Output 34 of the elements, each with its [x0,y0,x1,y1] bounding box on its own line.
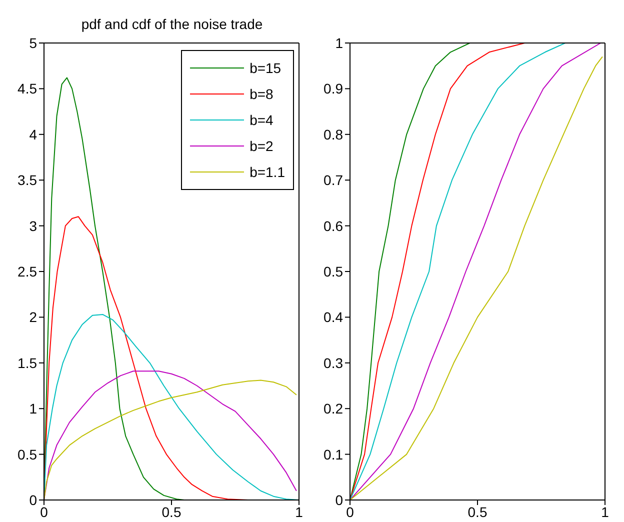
legend-label: b=15 [250,60,282,76]
y-tick-label: 5 [29,34,38,51]
y-tick-label: 3.5 [18,172,38,188]
y-tick-label: 1 [335,34,344,51]
y-tick-label: 0.6 [324,218,344,234]
legend-label: b=8 [250,86,274,102]
x-tick-label: 0.5 [162,504,182,520]
legend-label: b=2 [250,138,274,154]
y-tick-label: 4.5 [18,80,38,97]
y-tick-label: 1.5 [18,354,38,371]
x-tick-label: 1 [295,504,304,520]
y-tick-label: 0.4 [324,309,344,326]
x-tick-label: 0 [40,504,48,520]
y-tick-label: 0 [335,492,344,508]
y-tick-label: 0.5 [18,446,38,462]
y-tick-label: 0.8 [324,126,344,142]
y-tick-label: 0.3 [324,354,344,371]
y-tick-label: 2 [29,309,38,326]
y-tick-label: 0.5 [324,263,344,280]
x-tick-label: 0 [346,504,354,520]
legend-label: b=1.1 [250,164,285,180]
x-tick-label: 1 [601,504,610,520]
y-tick-label: 0.9 [324,80,344,97]
x-tick-label: 0.5 [468,504,488,520]
y-tick-label: 2.5 [18,263,38,280]
y-tick-label: 0.7 [324,172,344,188]
legend-label: b=4 [250,112,274,128]
y-tick-label: 0.2 [324,400,344,417]
y-tick-label: 0 [29,492,38,508]
chart-title: pdf and cdf of the noise trade [80,16,264,32]
y-tick-label: 4 [29,126,38,142]
y-tick-label: 3 [29,218,38,234]
y-tick-label: 1 [29,400,38,417]
y-tick-label: 0.1 [324,446,344,462]
